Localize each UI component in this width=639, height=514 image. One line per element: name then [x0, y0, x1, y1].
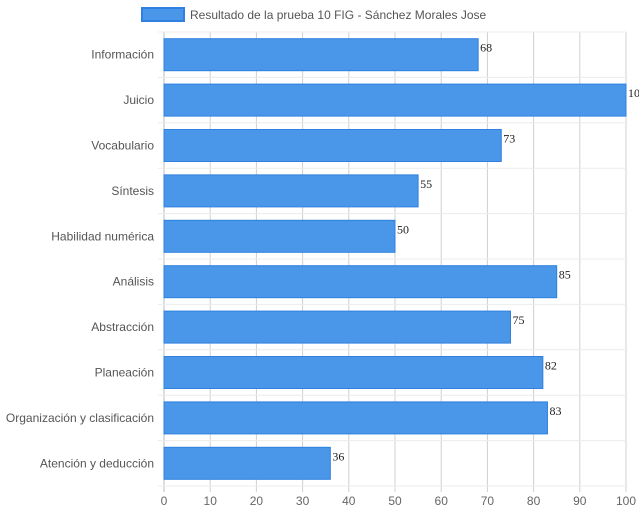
data-label: 50	[397, 222, 409, 236]
data-label: 55	[420, 177, 432, 191]
bar[interactable]	[163, 356, 544, 389]
x-tick-label: 60	[435, 494, 449, 508]
bar[interactable]	[163, 83, 627, 117]
bar[interactable]	[163, 38, 479, 72]
x-tick-label: 20	[250, 494, 264, 508]
data-label: 83	[549, 404, 561, 418]
legend-swatch[interactable]	[141, 7, 185, 22]
x-tick-label: 10	[204, 494, 218, 508]
data-label: 82	[545, 359, 557, 373]
bar[interactable]	[163, 401, 548, 435]
category-label: Atención y deducción	[40, 456, 154, 470]
data-label: 100	[628, 86, 639, 100]
data-label: 75	[513, 313, 525, 327]
x-tick-label: 90	[573, 494, 587, 508]
bar[interactable]	[163, 310, 511, 344]
category-label: Vocabulario	[91, 139, 154, 153]
category-label: Información	[91, 48, 154, 62]
bar[interactable]	[163, 129, 502, 162]
x-axis-ticks: 0 10 20 30 40 50 60 70 80 90 100	[161, 494, 637, 508]
legend-label[interactable]: Resultado de la prueba 10 FIG - Sánchez …	[190, 8, 486, 22]
bar[interactable]	[163, 446, 331, 480]
data-label: 73	[503, 132, 515, 146]
category-label: Síntesis	[111, 184, 154, 198]
category-label: Organización y clasificación	[6, 411, 154, 425]
bar[interactable]	[163, 174, 419, 208]
x-tick-label: 50	[388, 494, 402, 508]
category-labels: Información Juicio Vocabulario Síntesis Habi…	[6, 48, 154, 471]
bar[interactable]	[163, 265, 558, 299]
bars	[163, 38, 627, 480]
category-label: Juicio	[123, 93, 154, 107]
bar[interactable]	[163, 219, 396, 253]
category-label: Habilidad numérica	[51, 229, 154, 243]
x-tick-label: 70	[481, 494, 495, 508]
category-label: Abstracción	[91, 320, 154, 334]
data-label: 68	[480, 41, 492, 55]
x-tick-label: 40	[342, 494, 356, 508]
x-tick-label: 80	[527, 494, 541, 508]
data-label: 85	[559, 268, 571, 282]
x-tick-label: 30	[296, 494, 310, 508]
data-labels: 68 100 73 55 50 85 75 82 83 36	[332, 41, 639, 464]
x-tick-label: 100	[616, 494, 636, 508]
legend[interactable]: Resultado de la prueba 10 FIG - Sánchez …	[141, 7, 486, 22]
category-label: Análisis	[113, 275, 154, 289]
data-label: 36	[332, 449, 344, 463]
category-label: Planeación	[95, 366, 154, 380]
x-tick-label: 0	[161, 494, 168, 508]
